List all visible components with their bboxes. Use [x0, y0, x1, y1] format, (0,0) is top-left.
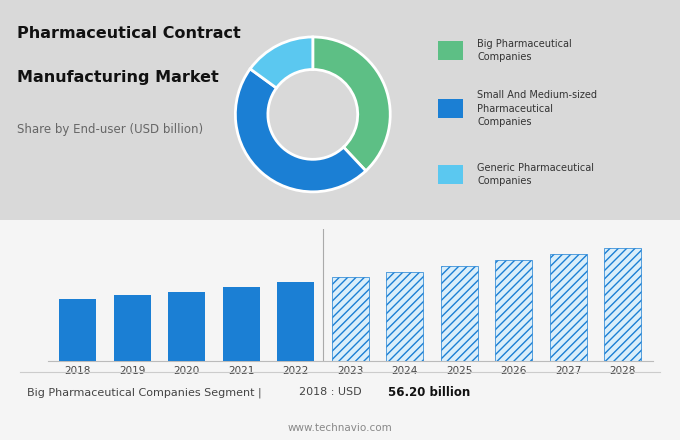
FancyBboxPatch shape [438, 41, 462, 60]
Bar [549, 254, 587, 361]
Text: Big Pharmaceutical
Companies: Big Pharmaceutical Companies [477, 39, 572, 62]
Bar [495, 260, 532, 361]
Text: Manufacturing Market: Manufacturing Market [17, 70, 219, 85]
FancyBboxPatch shape [438, 99, 462, 118]
Bar [277, 282, 314, 361]
Text: Small And Medium-sized
Pharmaceutical
Companies: Small And Medium-sized Pharmaceutical Co… [477, 90, 597, 127]
Text: Big Pharmaceutical Companies Segment |: Big Pharmaceutical Companies Segment | [27, 387, 262, 397]
Bar [386, 271, 423, 361]
Text: 2018 : USD: 2018 : USD [299, 387, 365, 397]
Text: Pharmaceutical Contract: Pharmaceutical Contract [17, 26, 241, 41]
Text: www.technavio.com: www.technavio.com [288, 423, 392, 433]
Bar [222, 287, 260, 361]
FancyBboxPatch shape [438, 165, 462, 184]
Text: Generic Pharmaceutical
Companies: Generic Pharmaceutical Companies [477, 163, 594, 186]
Bar [168, 292, 205, 361]
Text: Share by End-user (USD billion): Share by End-user (USD billion) [17, 123, 203, 136]
Bar [441, 266, 478, 361]
Text: 56.20 billion: 56.20 billion [388, 386, 470, 399]
Bar [114, 295, 151, 361]
Wedge shape [235, 69, 366, 192]
Bar [59, 299, 96, 361]
Bar [332, 277, 369, 361]
Bar [605, 247, 641, 361]
Wedge shape [313, 37, 390, 171]
Wedge shape [250, 37, 313, 88]
